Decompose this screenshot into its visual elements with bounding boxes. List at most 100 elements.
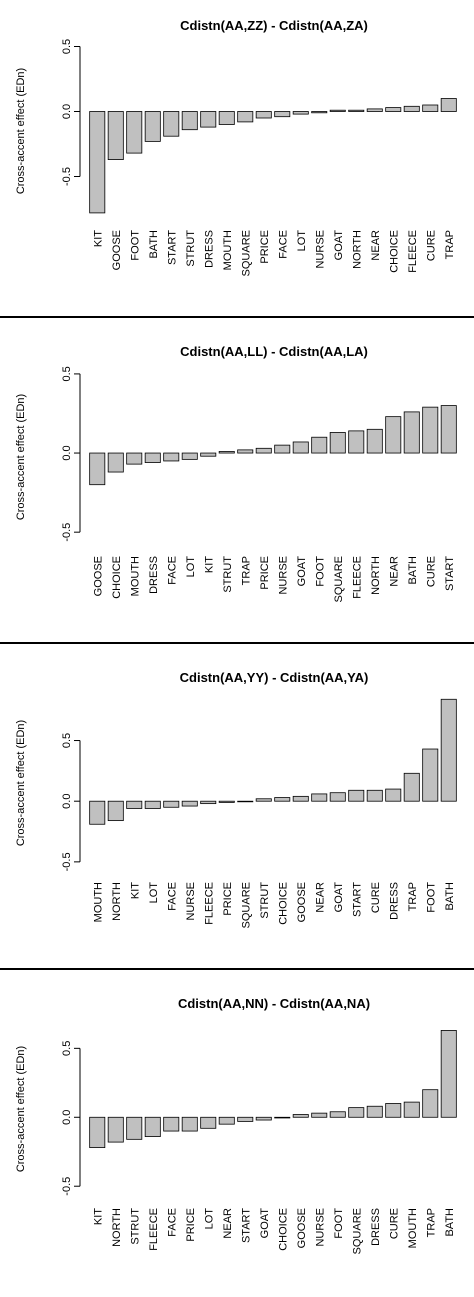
bar-trap [237, 449, 254, 454]
bar-dress [200, 111, 217, 128]
bar-square [329, 432, 346, 454]
y-axis-label: Cross-accent effect (EDn) [15, 720, 27, 846]
bar-choice [385, 107, 402, 112]
category-label: NURSE [314, 1208, 326, 1247]
category-label: CURE [370, 882, 382, 913]
category-label: FACE [277, 230, 289, 259]
category-label: GOAT [333, 882, 345, 913]
category-label: KIT [129, 882, 141, 899]
category-label: GOAT [333, 230, 345, 261]
bar-lot [144, 800, 161, 809]
bar-face [163, 452, 180, 462]
category-label: NEAR [222, 1208, 234, 1239]
category-label: NORTH [111, 882, 123, 921]
bar-mouth [218, 111, 235, 125]
bar-cure [422, 406, 439, 454]
chart-svg-nn: Cdistn(AA,NN) - Cdistn(AA,NA) Cross-accen… [15, 996, 457, 1254]
y-tick-label: -0.5 [61, 167, 73, 186]
category-label: LOT [203, 1208, 215, 1230]
bar-strut [181, 111, 198, 131]
bar-near [311, 793, 328, 802]
category-label: BATH [444, 1208, 456, 1237]
bar-north [348, 109, 365, 112]
category-label: START [240, 1208, 252, 1243]
category-label: GOOSE [296, 1208, 308, 1248]
category-label: NORTH [111, 1208, 123, 1247]
bar-trap [403, 772, 420, 802]
category-label: KIT [203, 556, 215, 573]
chart-svg-zz: Cdistn(AA,ZZ) - Cdistn(AA,ZA) Cross-accen… [15, 18, 457, 276]
bar-goat [292, 441, 309, 454]
category-label: START [166, 230, 178, 265]
bar-face [163, 800, 180, 808]
bar-goose [107, 111, 124, 160]
bar-trap [440, 98, 457, 112]
chart-title: Cdistn(AA,ZZ) - Cdistn(AA,ZA) [180, 18, 368, 33]
chart-panel-nn: Cdistn(AA,NN) - Cdistn(AA,NA) Cross-accen… [0, 978, 474, 1288]
y-tick-label: 0.5 [61, 733, 73, 748]
category-label: DRESS [388, 882, 400, 920]
category-label: NURSE [277, 556, 289, 595]
bar-kit [89, 1116, 106, 1149]
bar-price [181, 1116, 198, 1132]
chart-panel-zz: Cdistn(AA,ZZ) - Cdistn(AA,ZA) Cross-accen… [0, 0, 474, 310]
chart-title: Cdistn(AA,NN) - Cdistn(AA,NA) [178, 996, 370, 1011]
chart-panel-ll: Cdistn(AA,LL) - Cdistn(AA,LA) Cross-accen… [0, 326, 474, 636]
bar-goat [329, 792, 346, 802]
bar-cure [366, 789, 383, 802]
category-label: PRICE [222, 882, 234, 916]
category-label: FOOT [314, 556, 326, 587]
chart-panel-yy: Cdistn(AA,YY) - Cdistn(AA,YA) Cross-accen… [0, 652, 474, 962]
bar-start [440, 405, 457, 454]
category-label: CHOICE [111, 556, 123, 599]
bar-price [255, 111, 272, 119]
bar-near [218, 1116, 235, 1125]
bar-bath [440, 698, 457, 802]
bar-kit [200, 452, 217, 457]
chart-svg-ll: Cdistn(AA,LL) - Cdistn(AA,LA) Cross-accen… [15, 344, 457, 602]
category-label: KIT [92, 230, 104, 247]
bar-bath [403, 411, 420, 454]
chart-svg-yy: Cdistn(AA,YY) - Cdistn(AA,YA) Cross-accen… [15, 670, 457, 928]
bar-goose [89, 452, 106, 486]
y-tick-label: 0.5 [61, 1041, 73, 1056]
category-label: SQUARE [240, 882, 252, 928]
category-label: CURE [425, 230, 437, 261]
category-label: MOUTH [92, 882, 104, 922]
panel-divider [0, 316, 474, 318]
category-label: DRESS [203, 230, 215, 268]
category-label: BATH [407, 556, 419, 585]
category-label: FACE [166, 882, 178, 911]
category-label: START [444, 556, 456, 591]
bar-mouth [126, 452, 143, 465]
bar-choice [107, 452, 124, 473]
category-label: NURSE [185, 882, 197, 921]
bar-start [348, 789, 365, 802]
bar-fleece [403, 105, 420, 112]
category-label: STRUT [259, 882, 271, 919]
category-label: CURE [425, 556, 437, 587]
category-label: NEAR [370, 230, 382, 261]
category-label: GOAT [296, 556, 308, 587]
bar-fleece [144, 1116, 161, 1137]
y-tick-label: -0.5 [61, 523, 73, 542]
bar-face [163, 1116, 180, 1132]
category-label: FLEECE [148, 1208, 160, 1251]
panel-divider [0, 968, 474, 970]
y-tick-label: 0.0 [61, 104, 73, 119]
category-label: PRICE [259, 556, 271, 590]
bar-strut [218, 451, 235, 454]
category-label: START [351, 882, 363, 917]
bar-lot [292, 111, 309, 115]
bar-nurse [311, 1112, 328, 1118]
bar-foot [126, 111, 143, 154]
category-label: FOOT [333, 1208, 345, 1239]
bar-mouth [89, 800, 106, 825]
category-label: GOOSE [111, 230, 123, 270]
bar-bath [440, 1030, 457, 1118]
bar-north [107, 800, 124, 822]
bar-kit [89, 111, 106, 214]
chart-title: Cdistn(AA,YY) - Cdistn(AA,YA) [180, 670, 369, 685]
category-label: NORTH [351, 230, 363, 269]
bar-start [237, 1116, 254, 1122]
